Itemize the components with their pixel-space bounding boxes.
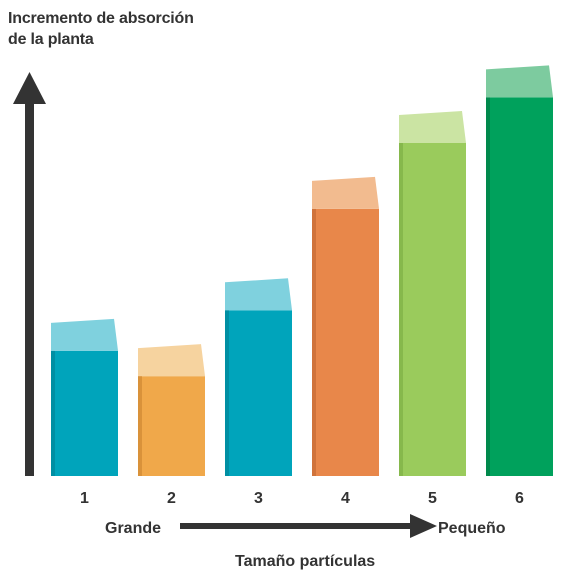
x-axis-arrow-icon [410, 514, 437, 538]
bar-side [51, 350, 55, 476]
bars-group [51, 65, 553, 476]
bar-front [486, 97, 553, 476]
bar-front [138, 376, 205, 476]
bar-front [399, 142, 466, 476]
bar-top [138, 344, 205, 377]
bar-top [399, 110, 466, 143]
y-axis-arrow-icon [13, 72, 46, 104]
x-tick-label: 1 [80, 490, 89, 507]
bar-top [225, 278, 292, 311]
bar-side [225, 310, 229, 476]
x-tick-label: 2 [167, 490, 176, 507]
bar-1 [51, 318, 118, 476]
bar-top [312, 176, 379, 209]
x-axis-title: Tamaño partículas [235, 553, 375, 570]
x-tick-label: 4 [341, 490, 350, 507]
bar-front [225, 310, 292, 476]
bar-side [138, 376, 142, 476]
bar-4 [312, 176, 379, 476]
bar-5 [399, 110, 466, 476]
bar-front [51, 350, 118, 476]
x-tick-label: 5 [428, 490, 437, 507]
x-axis-left-label: Grande [105, 520, 161, 537]
x-axis-right-label: Pequeño [438, 520, 506, 537]
bar-side [312, 208, 316, 476]
y-axis-line [25, 102, 34, 476]
bar-front [312, 208, 379, 476]
bar-side [399, 142, 403, 476]
tick-labels-group: 1 2 3 4 5 6 [80, 490, 524, 507]
chart-title-line-1: Incremento de absorción [8, 10, 194, 27]
bar-top [486, 65, 553, 98]
chart-title-line-2: de la planta [8, 31, 94, 48]
x-tick-label: 3 [254, 490, 263, 507]
bar-side [486, 97, 490, 476]
bar-top [51, 318, 118, 351]
bar-6 [486, 65, 553, 476]
bar-2 [138, 344, 205, 476]
x-axis-arrow-line [180, 523, 412, 529]
x-tick-label: 6 [515, 490, 524, 507]
bar-3 [225, 278, 292, 476]
